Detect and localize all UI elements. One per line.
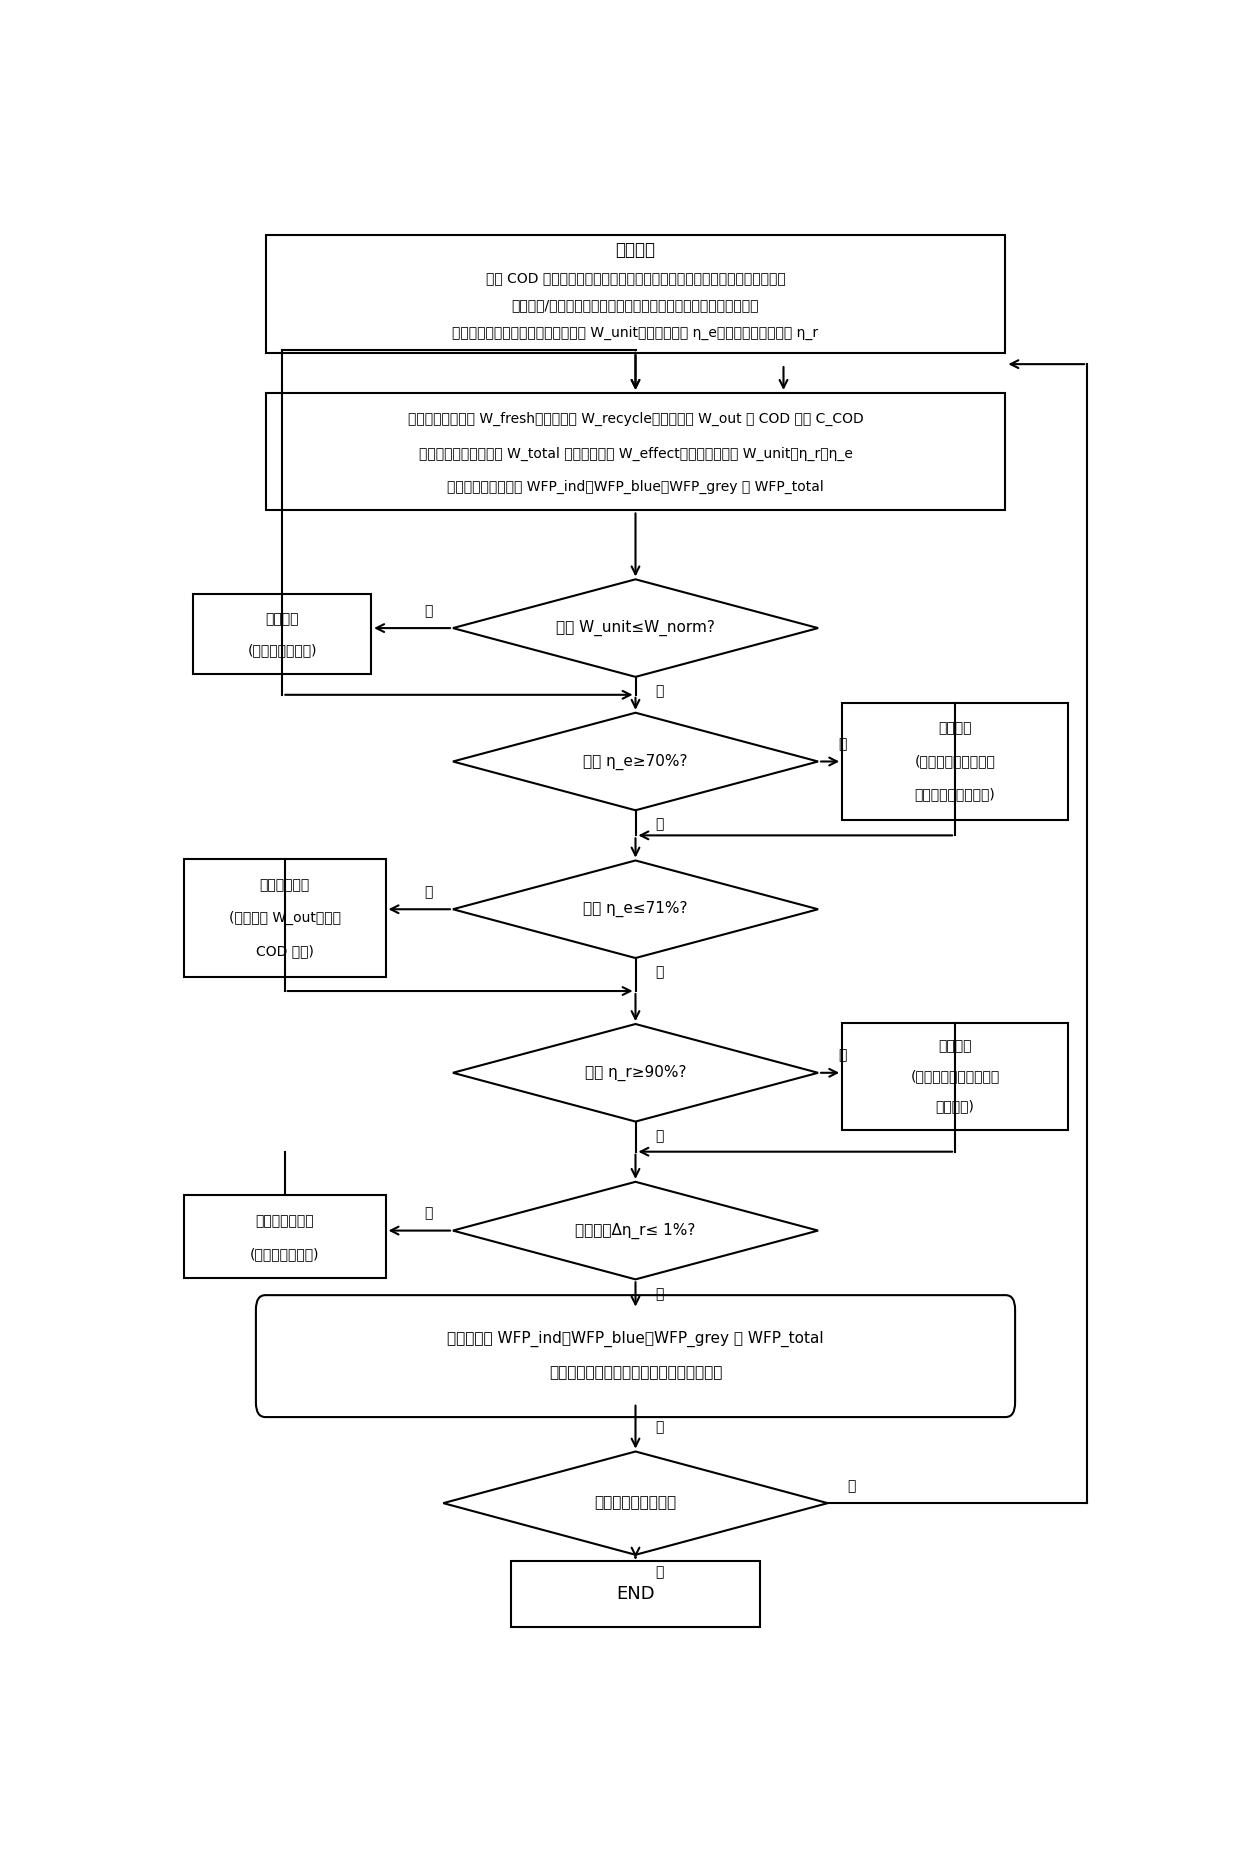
- Polygon shape: [444, 1451, 828, 1556]
- Text: 是: 是: [655, 684, 663, 699]
- Text: 判断 η_e≤71%?: 判断 η_e≤71%?: [583, 902, 688, 917]
- Text: 消除故障: 消除故障: [265, 613, 299, 626]
- Text: (调整动力系统和熔窑: (调整动力系统和熔窑: [915, 755, 996, 769]
- Text: 系统构造: 系统构造: [615, 242, 656, 259]
- Text: 模型在线计算用水总量 W_total 和有效用水量 W_effect，以及控制指标 W_unit、η_r、η_e: 模型在线计算用水总量 W_total 和有效用水量 W_effect，以及控制指…: [419, 447, 852, 460]
- Text: 判断 η_r≥90%?: 判断 η_r≥90%?: [585, 1064, 686, 1081]
- Text: COD 浓度): COD 浓度): [255, 945, 314, 958]
- Text: 判断 W_unit≤W_norm?: 判断 W_unit≤W_norm?: [556, 620, 715, 635]
- Text: 设立控制指标阈值：单位产品取水量 W_unit、水资源效率 η_e、水资源循环利用率 η_r: 设立控制指标阈值：单位产品取水量 W_unit、水资源效率 η_e、水资源循环利…: [453, 326, 818, 339]
- Text: 是: 是: [655, 1420, 663, 1435]
- FancyBboxPatch shape: [184, 859, 386, 976]
- Text: 设立 COD 在线测量仪和若干水流量计，检测相应信号并输入中控计算机系统: 设立 COD 在线测量仪和若干水流量计，检测相应信号并输入中控计算机系统: [486, 272, 785, 285]
- Text: 否: 否: [424, 1207, 433, 1220]
- Text: (调整流量 W_out、降低: (调整流量 W_out、降低: [228, 911, 341, 924]
- Polygon shape: [453, 1181, 818, 1280]
- Text: 设定的控制周期数量: 设定的控制周期数量: [594, 1496, 677, 1511]
- FancyBboxPatch shape: [265, 235, 1006, 352]
- Text: 否: 否: [847, 1479, 856, 1492]
- Text: (增加循环水用量、加速: (增加循环水用量、加速: [910, 1069, 999, 1084]
- Text: 消除故障: 消除故障: [939, 721, 972, 736]
- Text: 是: 是: [655, 1287, 663, 1300]
- FancyBboxPatch shape: [842, 702, 1068, 820]
- Text: 判断增量Δη_r≤ 1%?: 判断增量Δη_r≤ 1%?: [575, 1222, 696, 1239]
- FancyBboxPatch shape: [193, 594, 371, 674]
- Text: 优化循环水利用: 优化循环水利用: [255, 1215, 314, 1228]
- Text: 计算水足迹 WFP_ind、WFP_blue、WFP_grey 和 WFP_total: 计算水足迹 WFP_ind、WFP_blue、WFP_grey 和 WFP_to…: [448, 1332, 823, 1347]
- Text: 否: 否: [838, 738, 847, 751]
- Text: 模型在线计算水足迹 WFP_ind、WFP_blue、WFP_grey 和 WFP_total: 模型在线计算水足迹 WFP_ind、WFP_blue、WFP_grey 和 WF…: [448, 481, 823, 494]
- Text: 循环周期): 循环周期): [936, 1099, 975, 1114]
- Text: 是: 是: [655, 818, 663, 831]
- Text: 优化灰水足迹: 优化灰水足迹: [259, 877, 310, 892]
- Text: 显示、存储和输出计量、控制、计算参数集: 显示、存储和输出计量、控制、计算参数集: [549, 1366, 722, 1380]
- Text: 创建材料/能源消耗的水足迹系数，并以参数集形式输入中控计算机: 创建材料/能源消耗的水足迹系数，并以参数集形式输入中控计算机: [512, 298, 759, 313]
- Text: 在线测量新鲜水量 W_fresh、循环水量 W_recycle、排出水量 W_out 和 COD 浓度 C_COD: 在线测量新鲜水量 W_fresh、循环水量 W_recycle、排出水量 W_o…: [408, 412, 863, 427]
- Text: 是: 是: [655, 965, 663, 980]
- Text: 消除故障: 消除故障: [939, 1040, 972, 1053]
- Text: 否: 否: [424, 885, 433, 900]
- Text: 是: 是: [655, 1565, 663, 1580]
- FancyBboxPatch shape: [255, 1295, 1016, 1418]
- Polygon shape: [453, 861, 818, 958]
- Text: 系统、降低水箱水位): 系统、降低水箱水位): [915, 788, 996, 801]
- FancyBboxPatch shape: [511, 1561, 760, 1626]
- Text: (增加循环水用量): (增加循环水用量): [250, 1248, 320, 1261]
- FancyBboxPatch shape: [184, 1194, 386, 1278]
- Polygon shape: [453, 1025, 818, 1122]
- Text: END: END: [616, 1585, 655, 1602]
- FancyBboxPatch shape: [265, 393, 1006, 510]
- Polygon shape: [453, 714, 818, 810]
- Text: (降低新鲜水用量): (降低新鲜水用量): [248, 643, 317, 658]
- Text: 判断 η_e≥70%?: 判断 η_e≥70%?: [583, 753, 688, 769]
- Polygon shape: [453, 579, 818, 676]
- Text: 否: 否: [838, 1049, 847, 1062]
- Text: 是: 是: [655, 1129, 663, 1142]
- FancyBboxPatch shape: [842, 1023, 1068, 1131]
- Text: 否: 否: [424, 604, 433, 619]
